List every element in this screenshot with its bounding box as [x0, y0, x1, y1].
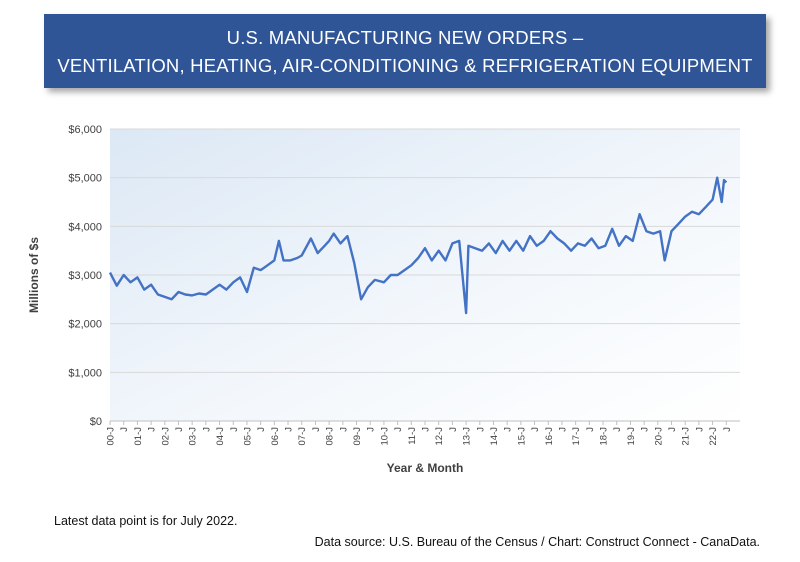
x-tick-label: 11-J [407, 427, 418, 445]
x-tick-label: 20-J [653, 427, 664, 446]
x-tick-label: J [229, 427, 240, 432]
x-tick-label: 18-J [599, 427, 610, 446]
latest-data-note: Latest data point is for July 2022. [54, 514, 238, 528]
x-tick-label: J [311, 427, 322, 432]
x-tick-label: J [174, 427, 185, 432]
y-tick-label: $3,000 [68, 270, 102, 282]
series-line [108, 176, 728, 315]
y-tick-label: $5,000 [68, 173, 102, 185]
x-tick-label: 02-J [160, 427, 171, 446]
x-tick-label: 12-J [434, 427, 445, 446]
chart-title-line-2: VENTILATION, HEATING, AIR-CONDITIONING &… [57, 55, 753, 76]
x-tick-label: 15-J [516, 427, 527, 446]
x-axis-label: Year & Month [387, 461, 464, 475]
x-tick-label: J [530, 427, 541, 432]
x-tick-label: 22-J [708, 427, 719, 446]
x-tick-label: J [119, 427, 130, 432]
x-tick-label: J [503, 427, 514, 432]
x-tick-label: J [393, 427, 404, 432]
x-tick-label: 10-J [379, 427, 390, 446]
x-tick-label: 00-J [106, 427, 117, 446]
x-tick-label: 01-J [133, 427, 144, 446]
y-tick-label: $2,000 [68, 319, 102, 331]
x-tick-label: 08-J [325, 427, 336, 446]
y-tick-label: $4,000 [68, 221, 102, 233]
line-chart: $0 $1,000 $2,000 $3,000 $4,000 $5,000 $6,000 0… [27, 124, 740, 475]
x-tick-label: J [640, 427, 651, 432]
x-tick-label: 05-J [242, 427, 253, 446]
x-tick-label: J [366, 427, 377, 432]
x-tick-label: 09-J [352, 427, 363, 446]
x-tick-label: J [667, 427, 678, 432]
data-source-note: Data source: U.S. Bureau of the Census /… [314, 535, 760, 549]
y-tick-label: $6,000 [68, 124, 102, 136]
x-tick-label: 13-J [462, 427, 473, 446]
x-tick-label: 21-J [681, 427, 692, 446]
x-tick-label: J [585, 427, 596, 432]
x-tick-label: J [448, 427, 459, 432]
x-tick-label: 04-J [215, 427, 226, 446]
x-tick-label: J [612, 427, 623, 432]
x-tick-label: 06-J [270, 427, 281, 446]
x-tick-label: 14-J [489, 427, 500, 446]
x-tick-label: 03-J [188, 427, 199, 446]
x-tick-label: J [475, 427, 486, 432]
x-tick-label: J [557, 427, 568, 432]
x-tick-label: J [147, 427, 158, 432]
x-tick-label: 07-J [297, 427, 308, 446]
chart-title-line-1: U.S. MANUFACTURING NEW ORDERS – [226, 27, 584, 48]
x-tick-label: J [694, 427, 705, 432]
x-tick-label: J [284, 427, 295, 432]
x-tick-label: J [338, 427, 349, 432]
x-tick-label: J [256, 427, 267, 432]
y-tick-label: $1,000 [68, 367, 102, 379]
x-tick-label: J [201, 427, 212, 432]
x-tick-label: J [421, 427, 432, 432]
chart-title-box: U.S. MANUFACTURING NEW ORDERS – VENTILAT… [44, 14, 766, 88]
x-tick-label: J [722, 427, 733, 432]
x-tick-label: 16-J [544, 427, 555, 446]
x-tick-label: 17-J [571, 427, 582, 446]
y-axis-label: Millions of $s [27, 237, 41, 313]
x-tick-label: 19-J [626, 427, 637, 446]
y-tick-label: $0 [90, 416, 102, 428]
